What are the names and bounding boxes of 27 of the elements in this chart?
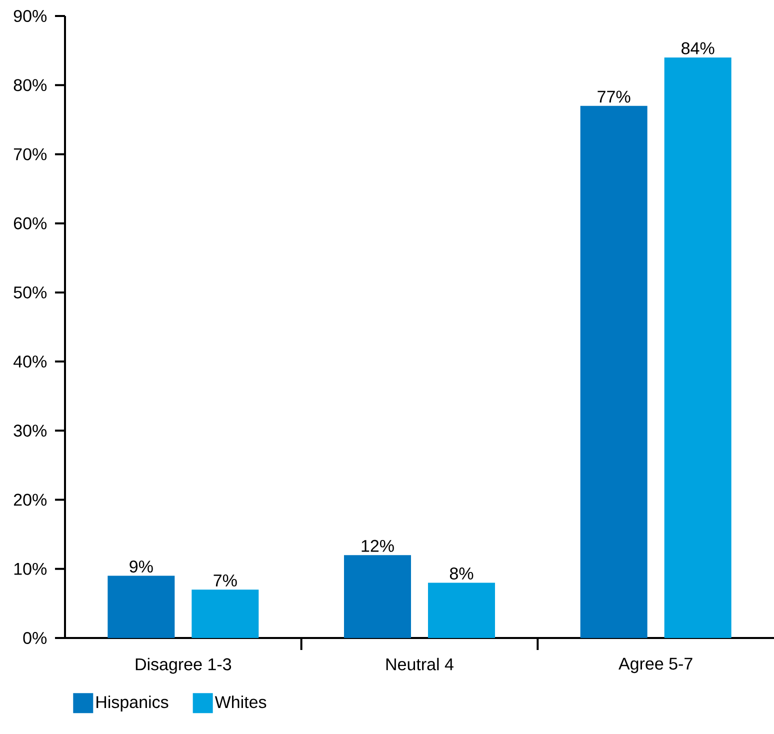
bar (344, 555, 412, 638)
bar (108, 576, 175, 638)
data-label: 8% (450, 567, 474, 580)
x-tick-label: Neutral 4 (386, 658, 454, 670)
y-tick-label: 80% (14, 79, 47, 92)
data-label: 7% (214, 574, 237, 586)
legend-label: Whites (214, 696, 266, 708)
y-tick-label: 40% (14, 356, 47, 368)
x-tick-label: Agree 5-7 (618, 658, 692, 674)
data-label: 84% (682, 42, 714, 54)
y-tick-label: 50% (14, 286, 47, 298)
y-tick-label: 10% (14, 562, 47, 575)
legend-label: Hispanics (96, 696, 168, 712)
y-tick-label: 20% (14, 494, 47, 506)
y-tick-label: 70% (14, 148, 47, 160)
bar (192, 590, 259, 638)
y-tick-label: 90% (14, 10, 47, 22)
data-label: 77% (598, 90, 630, 103)
x-tick-label: Disagree 1-3 (136, 658, 232, 674)
bar (664, 57, 732, 638)
bar (580, 106, 648, 638)
data-label: 12% (362, 540, 394, 552)
data-label: 9% (130, 560, 153, 573)
y-tick-label: 0% (23, 632, 47, 644)
y-tick-label: 60% (14, 217, 47, 230)
bar (428, 582, 496, 638)
y-tick-label: 30% (14, 424, 47, 437)
